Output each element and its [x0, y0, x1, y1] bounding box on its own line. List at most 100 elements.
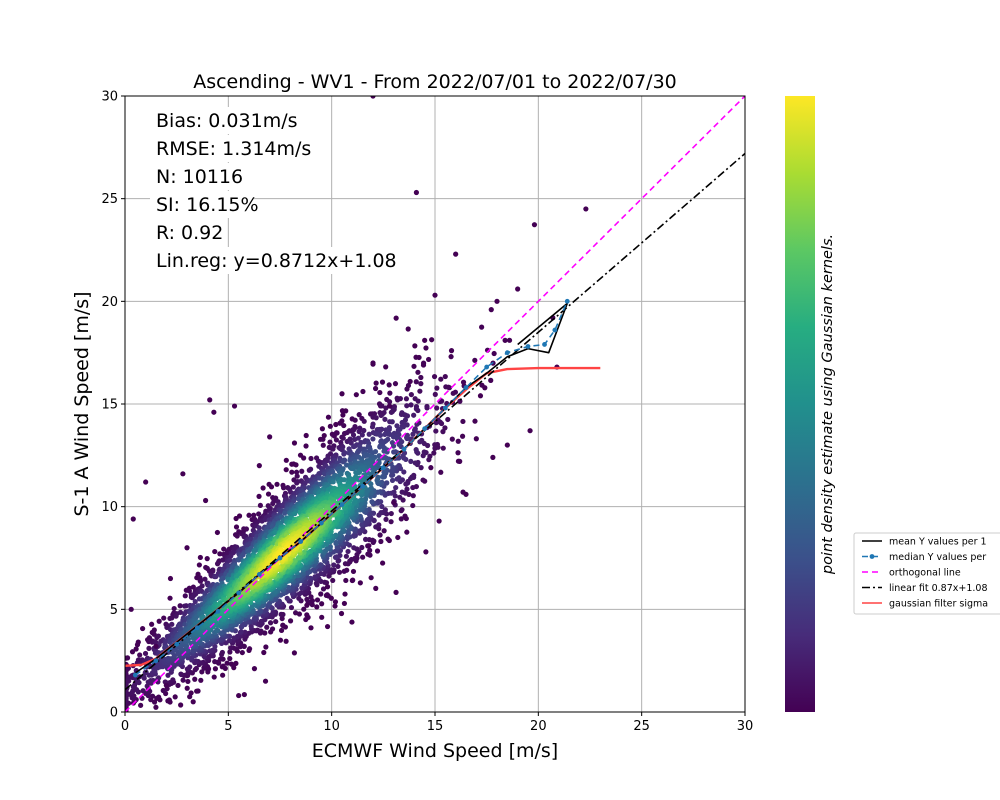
density-point	[207, 648, 213, 654]
density-point	[338, 610, 345, 617]
density-point	[155, 633, 162, 639]
series-marker	[552, 327, 558, 333]
outlier-point	[490, 454, 496, 460]
density-point	[427, 453, 433, 459]
density-point	[387, 399, 393, 405]
density-point	[277, 637, 284, 643]
density-point	[178, 671, 184, 677]
density-point	[319, 426, 325, 432]
density-point	[377, 532, 383, 538]
density-point	[377, 444, 383, 450]
density-point	[351, 545, 357, 551]
stats-line: Lin.reg: y=0.8712x+1.08	[156, 250, 397, 272]
density-point	[217, 551, 223, 557]
density-point	[227, 656, 233, 662]
density-point	[287, 618, 294, 624]
density-point	[400, 453, 406, 459]
density-point	[284, 595, 290, 601]
density-point	[280, 622, 286, 628]
density-point	[410, 502, 416, 509]
density-point	[343, 408, 349, 414]
density-point	[138, 702, 144, 708]
density-point	[236, 513, 243, 519]
series-marker	[422, 426, 428, 432]
density-point	[178, 702, 184, 708]
density-point	[423, 345, 429, 351]
stats-line: Bias: 0.031m/s	[156, 110, 298, 132]
density-point	[172, 694, 178, 700]
density-point	[238, 629, 244, 635]
outlier-point	[527, 428, 533, 434]
y-tick-label: 20	[101, 295, 118, 310]
density-point	[283, 457, 289, 463]
density-point	[410, 484, 416, 491]
density-point	[393, 315, 399, 321]
outlier-point	[180, 471, 186, 477]
density-point	[335, 563, 341, 570]
density-point	[394, 476, 400, 482]
density-point	[373, 380, 379, 386]
density-point	[368, 575, 374, 581]
density-point	[431, 373, 438, 380]
density-point	[433, 428, 439, 434]
density-point	[214, 561, 221, 567]
series-marker	[463, 385, 469, 390]
density-point	[356, 428, 362, 435]
density-point	[337, 420, 343, 426]
density-point	[185, 678, 191, 685]
density-point	[169, 621, 175, 627]
density-point	[320, 586, 327, 592]
density-point	[142, 650, 149, 657]
y-tick-label: 15	[101, 398, 118, 413]
density-point	[228, 553, 234, 559]
x-tick-label: 10	[323, 719, 340, 734]
series-marker	[564, 298, 570, 304]
outlier-point	[448, 348, 455, 354]
density-point	[455, 458, 462, 464]
density-point	[257, 502, 263, 509]
density-point	[187, 664, 193, 670]
density-point	[183, 603, 189, 609]
density-point	[256, 511, 262, 517]
density-point	[531, 222, 538, 228]
density-point	[312, 574, 318, 580]
density-point	[261, 649, 267, 656]
density-point	[352, 417, 358, 423]
density-point	[389, 477, 396, 484]
density-point	[473, 436, 479, 442]
series-marker	[236, 590, 242, 596]
density-point	[330, 479, 336, 485]
density-point	[429, 337, 435, 343]
density-point	[342, 561, 349, 567]
outlier-point	[515, 286, 521, 292]
density-point	[433, 420, 439, 426]
density-point	[129, 649, 136, 655]
density-point	[167, 595, 173, 601]
density-point	[177, 603, 183, 609]
legend-label: mean Y values per 1	[889, 537, 987, 548]
density-point	[301, 455, 307, 461]
density-point	[196, 562, 202, 568]
density-point	[388, 510, 394, 517]
density-point	[270, 500, 276, 507]
density-point	[189, 595, 195, 601]
density-point	[415, 369, 421, 375]
density-point	[303, 443, 309, 449]
density-point	[404, 486, 410, 492]
density-point	[387, 390, 393, 396]
density-point	[418, 381, 424, 387]
density-point	[408, 458, 414, 464]
density-point	[434, 385, 440, 391]
density-point	[383, 516, 389, 522]
density-point	[502, 337, 508, 343]
stats-line: SI: 16.15%	[156, 194, 259, 216]
density-point	[382, 431, 388, 437]
density-point	[134, 642, 141, 648]
density-point	[415, 407, 421, 414]
density-point	[366, 431, 372, 437]
density-point	[148, 678, 154, 684]
density-point	[126, 678, 132, 684]
legend-marker	[869, 554, 875, 559]
density-point	[137, 652, 143, 658]
outlier-point	[494, 298, 500, 304]
